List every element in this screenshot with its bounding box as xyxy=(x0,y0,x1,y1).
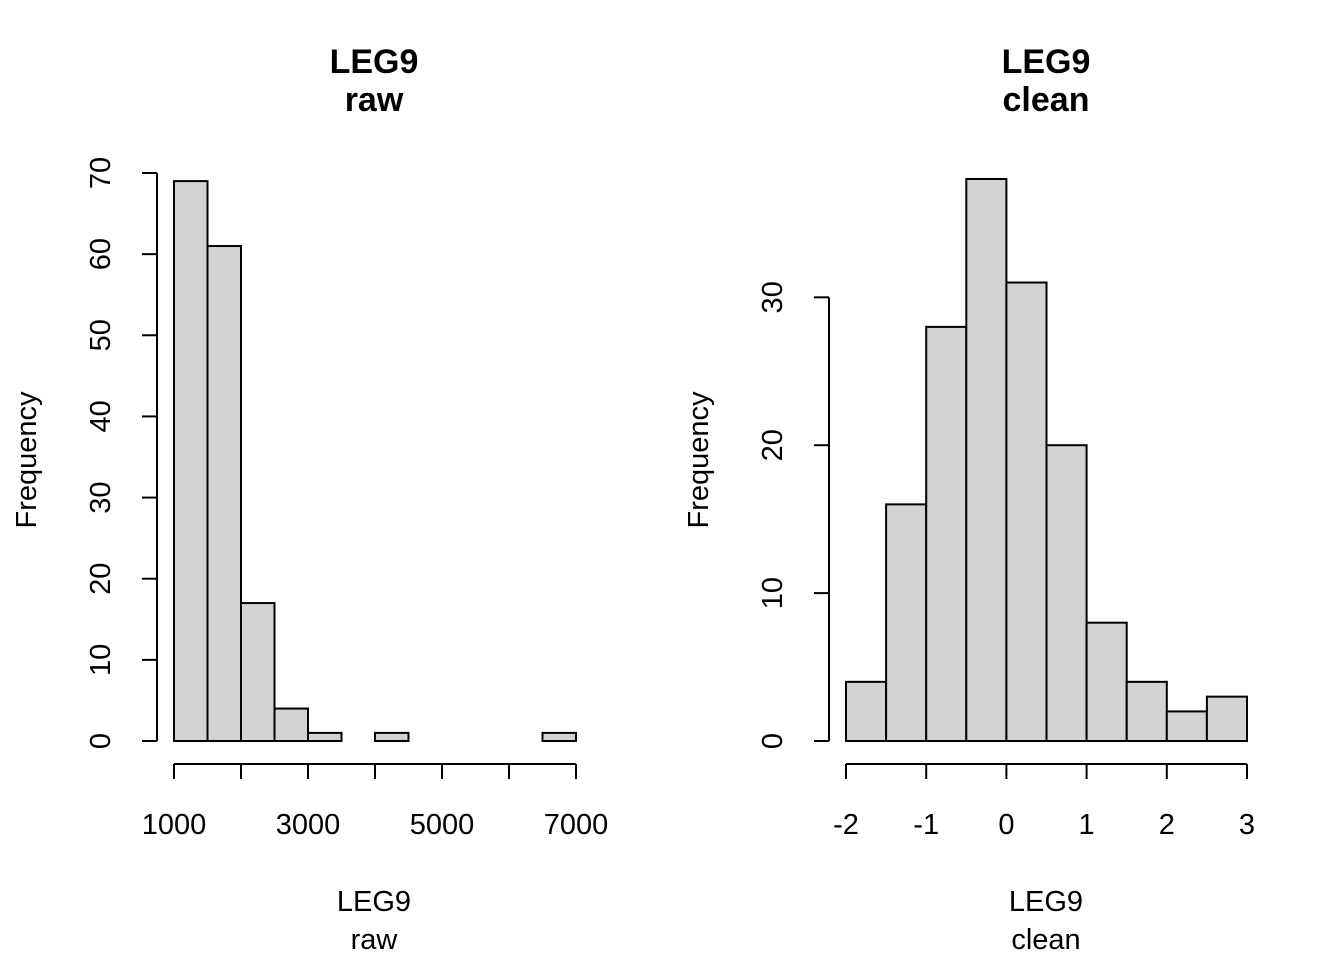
y-tick-label: 60 xyxy=(85,238,117,270)
y-tick-label: 40 xyxy=(85,400,117,432)
y-axis: 0 10 20 30 xyxy=(757,281,830,749)
histogram-bar xyxy=(1125,680,1168,742)
x-tick-label: -1 xyxy=(913,809,939,841)
histogram-bar xyxy=(1045,444,1088,742)
x-tick-label: 3 xyxy=(1239,809,1255,841)
chart-subtitle: clean xyxy=(1003,81,1090,119)
y-axis-label: Frequency xyxy=(683,391,715,529)
histogram-bar xyxy=(206,245,242,742)
histogram-bar xyxy=(273,707,309,742)
y-tick-label: 30 xyxy=(757,281,789,313)
y-tick-label: 20 xyxy=(757,429,789,461)
bars xyxy=(173,180,577,743)
chart-title: LEG9 xyxy=(330,43,419,81)
x-tick-label: 5000 xyxy=(410,809,475,841)
y-tick-label: 0 xyxy=(757,733,789,749)
chart-subtitle: raw xyxy=(345,81,404,119)
x-tick-label: 3000 xyxy=(276,809,341,841)
histogram-bar xyxy=(885,503,928,742)
histogram-bar xyxy=(307,731,343,743)
y-tick-label: 30 xyxy=(85,481,117,513)
bars xyxy=(845,178,1249,743)
histogram-bar xyxy=(1085,621,1128,742)
y-tick-label: 0 xyxy=(85,733,117,749)
histogram-bar xyxy=(173,180,209,743)
y-tick-label: 10 xyxy=(85,644,117,676)
y-tick-label: 50 xyxy=(85,319,117,351)
x-axis-label: LEG9 xyxy=(1009,886,1083,918)
x-tick-label: 1 xyxy=(1079,809,1095,841)
x-axis: -2 -1 0 1 2 3 xyxy=(833,763,1255,841)
histogram-clean-panel: LEG9 clean LEG9 clean Frequency -2 -1 0 1 2 3… xyxy=(683,43,1255,956)
histogram-bar xyxy=(541,731,577,743)
x-tick-label: -2 xyxy=(833,809,859,841)
histogram-bar xyxy=(1205,695,1249,743)
y-tick-label: 10 xyxy=(757,577,789,609)
x-axis: 1000 3000 5000 7000 xyxy=(142,763,609,841)
x-axis-label-line2: clean xyxy=(1011,924,1080,956)
chart-title: LEG9 xyxy=(1002,43,1091,81)
x-tick-label: 0 xyxy=(998,809,1014,841)
x-tick-label: 2 xyxy=(1159,809,1175,841)
y-tick-label: 70 xyxy=(85,157,117,189)
y-axis-label: Frequency xyxy=(11,391,43,529)
histogram-bar xyxy=(925,325,968,742)
x-axis-label-line2: raw xyxy=(351,924,399,956)
histogram-bar xyxy=(1165,710,1208,743)
histogram-bar xyxy=(1005,281,1048,742)
histogram-bar xyxy=(374,731,410,743)
histogram-raw-panel: LEG9 raw LEG9 raw Frequency 1000 3000 5000… xyxy=(11,43,608,956)
x-tick-label: 1000 xyxy=(142,809,207,841)
y-axis: 0 10 20 30 40 50 60 70 xyxy=(85,157,158,749)
histogram-bar xyxy=(965,178,1008,742)
x-tick-label: 7000 xyxy=(544,809,609,841)
x-axis-label: LEG9 xyxy=(337,886,411,918)
histogram-bar xyxy=(845,680,888,742)
histogram-bar xyxy=(240,602,276,742)
y-tick-label: 20 xyxy=(85,563,117,595)
